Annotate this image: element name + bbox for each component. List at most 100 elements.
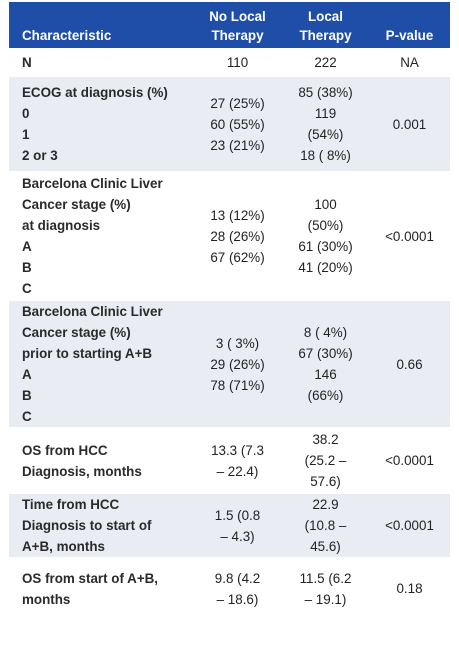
cell-line: 0.001: [392, 116, 427, 132]
cell-line: 146: [314, 367, 337, 382]
cell-line: 85 (38%): [298, 85, 353, 100]
local-therapy-cell: 100 (50%) 61 (30%) 41 (20%): [282, 171, 369, 300]
cell-line: – 19.1): [304, 591, 347, 607]
header-line: Local: [308, 9, 343, 24]
cell-line: 0.18: [396, 581, 423, 596]
cell-line: 11.5 (6.2: [299, 570, 352, 586]
no-local-therapy-cell: 13 (12%) 28 (26%) 67 (62%): [193, 171, 282, 300]
cell-line: C: [22, 409, 32, 424]
cell-line: Time from HCC: [22, 497, 120, 512]
cell-line: 67 (30%): [298, 346, 353, 361]
cell-line: (10.8 –: [304, 518, 347, 533]
cell-line: 45.6): [310, 539, 341, 554]
cell-line: 2 or 3: [22, 148, 58, 163]
cell-line: 60 (55%): [210, 116, 265, 132]
table-row: ECOG at diagnosis (%) 0 1 2 or 3 27 (25%) 60 …: [9, 75, 450, 172]
cell-line: – 4.3): [220, 528, 255, 544]
cell-line: (50%): [307, 218, 344, 233]
cell-line: 13.3 (7.3: [211, 442, 264, 458]
cell-line: Barcelona Clinic Liver: [22, 176, 163, 191]
p-value-cell: 0.001: [369, 75, 450, 172]
p-value-cell: <0.0001: [369, 171, 450, 300]
cell-line: 18 ( 8%): [300, 148, 351, 163]
cell-line: (25.2 –: [304, 453, 347, 468]
table-row: OS from HCC Diagnosis, months 13.3 (7.3 – 2…: [9, 427, 450, 493]
no-local-therapy-cell: 110: [193, 48, 282, 76]
cell-line: Diagnosis, months: [22, 463, 142, 479]
cell-line: 29 (26%): [210, 356, 265, 372]
cell-line: B: [22, 260, 32, 275]
local-therapy-cell: 8 ( 4%) 67 (30%) 146 (66%): [282, 299, 369, 428]
table-row: N 110 222 NA: [9, 48, 450, 76]
cell-line: 41 (20%): [298, 260, 353, 275]
cell-line: B: [22, 388, 32, 403]
cell-line: A: [22, 239, 32, 254]
cell-line: 57.6): [310, 474, 341, 489]
cell-line: 0: [22, 106, 30, 121]
characteristic-cell: N: [9, 48, 193, 76]
local-therapy-cell: 85 (38%) 119 (54%) 18 ( 8%): [282, 75, 369, 172]
cell-line: 1: [22, 127, 30, 142]
table-row: Time from HCC Diagnosis to start of A+B, m…: [9, 492, 450, 558]
header-line: Characteristic: [22, 28, 112, 43]
cell-line: 110: [226, 55, 249, 70]
p-value-cell: <0.0001: [369, 492, 450, 558]
cell-line: 61 (30%): [298, 239, 353, 254]
no-local-therapy-cell: 9.8 (4.2 – 18.6): [193, 557, 282, 618]
cell-line: 67 (62%): [210, 249, 265, 265]
table-row: Barcelona Clinic Liver Cancer stage (%) at…: [9, 171, 450, 300]
p-value-cell: 0.66: [369, 299, 450, 428]
characteristic-cell: Time from HCC Diagnosis to start of A+B, m…: [9, 492, 193, 558]
cell-line: (66%): [307, 388, 344, 403]
cell-line: at diagnosis: [22, 218, 101, 233]
cell-line: 38.2: [312, 432, 339, 447]
no-local-therapy-cell: 27 (25%) 60 (55%) 23 (21%): [193, 75, 282, 172]
p-value-cell: 0.18: [369, 557, 450, 618]
no-local-therapy-cell: 1.5 (0.8 – 4.3): [193, 492, 282, 558]
cell-line: 27 (25%): [210, 95, 265, 111]
header-line: No Local: [209, 9, 266, 24]
cell-line: 8 ( 4%): [303, 325, 348, 340]
cell-line: Cancer stage (%): [22, 197, 131, 212]
local-therapy-cell: 222: [282, 48, 369, 76]
cell-line: 119: [314, 106, 337, 121]
table-header: Characteristic No Local Therapy Local Ther…: [9, 2, 450, 49]
table-row: Barcelona Clinic Liver Cancer stage (%) pr…: [9, 299, 450, 428]
characteristic-cell: Barcelona Clinic Liver Cancer stage (%) at…: [9, 171, 193, 300]
cell-line: OS from start of A+B,: [22, 570, 159, 586]
cell-line: 13 (12%): [210, 207, 265, 223]
p-value-cell: <0.0001: [369, 427, 450, 493]
cell-line: <0.0001: [385, 518, 434, 533]
characteristics-table: Characteristic No Local Therapy Local Ther…: [9, 2, 450, 618]
cell-line: A: [22, 367, 32, 382]
characteristic-cell: OS from start of A+B, months: [9, 557, 193, 618]
cell-line: 100: [314, 197, 337, 212]
cell-line: – 18.6): [216, 591, 259, 607]
cell-line: N: [22, 55, 32, 70]
cell-line: Cancer stage (%): [22, 325, 131, 340]
cell-line: A+B, months: [22, 539, 105, 554]
header-local-therapy: Local Therapy: [282, 2, 369, 49]
header-characteristic: Characteristic: [9, 2, 193, 49]
local-therapy-cell: 38.2 (25.2 – 57.6): [282, 427, 369, 493]
cell-line: 3 ( 3%): [215, 335, 260, 351]
cell-line: <0.0001: [385, 453, 434, 468]
header-row: Characteristic No Local Therapy Local Ther…: [9, 2, 450, 49]
cell-line: prior to starting A+B: [22, 346, 153, 361]
cell-line: OS from HCC: [22, 442, 108, 458]
cell-line: 23 (21%): [210, 137, 265, 153]
header-line: Therapy: [299, 28, 352, 43]
cell-line: 0.66: [396, 356, 423, 372]
cell-line: ECOG at diagnosis (%): [22, 85, 168, 100]
cell-line: 1.5 (0.8: [214, 507, 261, 523]
no-local-therapy-cell: 3 ( 3%) 29 (26%) 78 (71%): [193, 299, 282, 428]
local-therapy-cell: 11.5 (6.2 – 19.1): [282, 557, 369, 618]
characteristic-cell: Barcelona Clinic Liver Cancer stage (%) pr…: [9, 299, 193, 428]
cell-line: NA: [400, 55, 419, 70]
characteristic-cell: OS from HCC Diagnosis, months: [9, 427, 193, 493]
cell-line: 78 (71%): [210, 377, 265, 393]
table-body: N 110 222 NA ECOG at diagnosis (%) 0 1 2 or 3 27…: [9, 48, 450, 618]
cell-line: (54%): [307, 127, 344, 142]
cell-line: C: [22, 281, 32, 296]
cell-line: Barcelona Clinic Liver: [22, 304, 163, 319]
